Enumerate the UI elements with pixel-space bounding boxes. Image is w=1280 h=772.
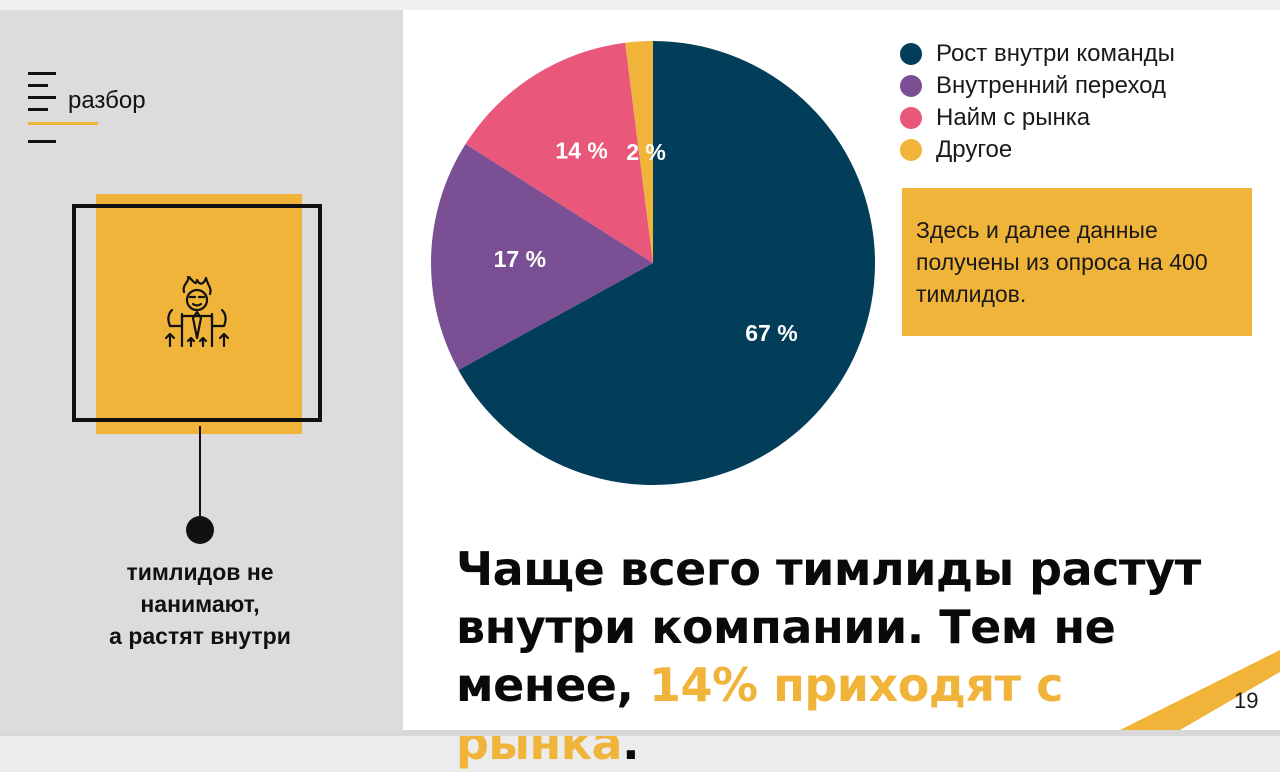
pie-slice xyxy=(458,41,876,486)
card-connector-dot xyxy=(186,516,214,544)
card-caption: тимлидов не нанимают, а растят внутри xyxy=(60,556,340,652)
legend-label: Рост внутри команды xyxy=(936,40,1175,67)
brand-logo: разбор xyxy=(28,62,188,152)
pie-data-label: 17 % xyxy=(494,246,546,272)
legend-item: Рост внутри команды xyxy=(900,38,1175,70)
logo-bar xyxy=(28,96,56,99)
chart-legend: Рост внутри команды Внутренний переход Н… xyxy=(900,38,1175,166)
legend-item: Внутренний переход xyxy=(900,70,1175,102)
card-caption-line: нанимают, xyxy=(140,591,260,617)
card-frame xyxy=(72,204,322,422)
legend-label: Другое xyxy=(936,136,1013,163)
legend-swatch xyxy=(900,75,922,97)
bottom-strip xyxy=(0,730,1280,736)
logo-bar xyxy=(28,84,48,87)
growing-leader-icon xyxy=(164,276,230,348)
legend-swatch xyxy=(900,139,922,161)
legend-swatch xyxy=(900,107,922,129)
headline: Чаще всего тимлиды растут внутри компани… xyxy=(456,540,1216,772)
legend-label: Найм с рынка xyxy=(936,104,1091,131)
logo-bar xyxy=(28,140,56,143)
pie-slice xyxy=(625,41,653,263)
pie-data-label: 67 % xyxy=(745,320,797,346)
logo-accent-bar xyxy=(28,122,98,125)
card-caption-line: тимлидов не xyxy=(126,559,274,585)
logo-bar xyxy=(28,72,56,75)
top-strip xyxy=(0,0,1280,10)
card-caption-line: а растят внутри xyxy=(109,623,291,649)
legend-item: Другое xyxy=(900,134,1175,166)
headline-end: . xyxy=(622,716,640,770)
pie-data-label: 14 % xyxy=(555,138,607,164)
pie-chart: 67 % 17 % 14 % 2 % xyxy=(431,41,876,486)
corner-accent xyxy=(1120,650,1280,730)
logo-bar xyxy=(28,108,48,111)
brand-label: разбор xyxy=(68,87,146,114)
headline-text: Чаще всего тимлиды растут внутри компани… xyxy=(456,542,1201,712)
legend-label: Внутренний переход xyxy=(936,72,1167,99)
pie-slice xyxy=(465,42,653,264)
pie-slice xyxy=(431,144,653,370)
legend-item: Найм с рынка xyxy=(900,102,1175,134)
card-connector-line xyxy=(199,426,201,522)
legend-swatch xyxy=(900,43,922,65)
page-number: 19 xyxy=(1234,688,1259,713)
survey-note: Здесь и далее данные получены из опроса … xyxy=(902,188,1252,336)
pie-data-label: 2 % xyxy=(626,139,666,165)
